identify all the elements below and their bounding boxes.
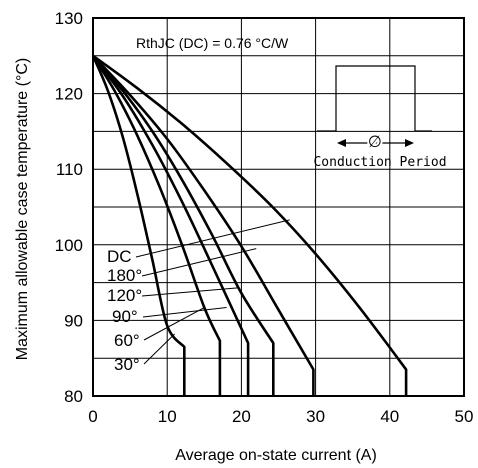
inset-pulse <box>317 65 432 132</box>
leaders <box>135 219 290 365</box>
leader-120deg <box>141 287 238 297</box>
leader-60deg <box>143 307 205 341</box>
leader-dc <box>135 219 290 258</box>
y-tick-label: 90 <box>64 311 83 330</box>
grid <box>93 18 464 396</box>
x-axis-label: Average on-state current (A) <box>175 447 377 464</box>
x-tick-label: 20 <box>232 407 251 426</box>
leader-180deg <box>141 248 257 277</box>
series-dc-line <box>92 54 408 396</box>
series-label-dc: DC <box>107 247 132 266</box>
leader-30deg <box>143 333 175 365</box>
leader-90deg <box>142 307 227 318</box>
y-tick-label: 80 <box>64 387 83 406</box>
series-120deg-line <box>92 54 275 396</box>
inset-label: Conduction Period <box>313 155 446 170</box>
series-label-90deg: 90° <box>112 307 138 326</box>
x-tick-label: 0 <box>88 407 97 426</box>
series-label-180deg: 180° <box>107 266 142 285</box>
y-axis-label: Maximum allowable case temperature (°C) <box>14 58 31 361</box>
series-60deg-line <box>91 55 222 396</box>
series-label-60deg: 60° <box>114 331 140 350</box>
series-label-120deg: 120° <box>107 286 142 305</box>
y-tick-label: 110 <box>56 160 83 179</box>
curves <box>91 54 408 396</box>
series-30deg-line <box>91 55 186 396</box>
y-tick-label: 120 <box>55 85 83 104</box>
inset-arrowhead-right <box>405 139 414 147</box>
series-labels: 30° 60° 90° 120°180°DC <box>107 247 142 374</box>
tick-labels: 0 10 20 30 40 50 80 90 100 110 120 130 <box>55 9 474 426</box>
inset-arrowhead-left <box>337 139 346 147</box>
plot-frame <box>92 17 465 397</box>
x-tick-label: 30 <box>306 407 325 426</box>
rth-annotation: RthJC (DC) = 0.76 °C/W <box>136 35 289 51</box>
x-tick-label: 40 <box>380 407 399 426</box>
x-tick-label: 10 <box>158 407 177 426</box>
inset-phi-symbol: ∅ <box>368 134 382 151</box>
series-180deg-line <box>92 54 315 396</box>
conduction-inset: ∅ Conduction Period <box>313 65 447 170</box>
series-label-30deg: 30° <box>114 355 140 374</box>
y-tick-label: 100 <box>55 236 83 255</box>
x-tick-label: 50 <box>455 407 474 426</box>
y-tick-label: 130 <box>55 9 83 28</box>
